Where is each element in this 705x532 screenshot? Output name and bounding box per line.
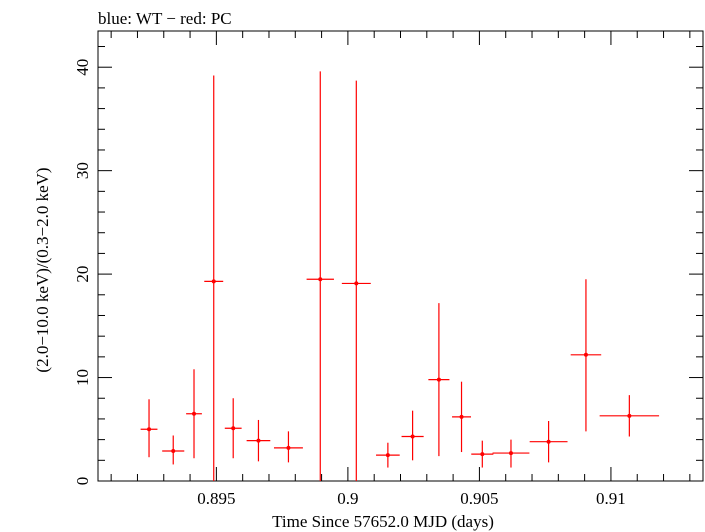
- data-marker: [318, 277, 323, 282]
- data-point: [492, 439, 530, 468]
- data-series: [140, 71, 660, 481]
- data-point: [376, 442, 400, 468]
- data-marker: [192, 411, 197, 416]
- y-tick-label: 30: [73, 162, 92, 179]
- y-tick-label: 0: [73, 477, 92, 486]
- data-point: [140, 399, 158, 458]
- data-point: [529, 421, 568, 463]
- data-marker: [480, 452, 485, 457]
- data-point: [186, 369, 202, 459]
- data-marker: [508, 451, 513, 456]
- x-axis-label: Time Since 57652.0 MJD (days): [272, 512, 494, 531]
- data-marker: [171, 449, 176, 453]
- data-marker: [436, 377, 441, 382]
- data-marker: [385, 453, 390, 458]
- data-point: [428, 303, 450, 457]
- data-point: [471, 440, 494, 468]
- data-point: [341, 80, 371, 481]
- data-point: [599, 395, 660, 437]
- data-marker: [627, 413, 632, 418]
- x-tick-label: 0.905: [460, 489, 498, 508]
- data-point: [204, 75, 224, 481]
- data-marker: [583, 352, 588, 357]
- y-axis: 0 10 20 30 40: [73, 46, 703, 486]
- data-marker: [286, 445, 291, 450]
- data-marker: [459, 414, 464, 419]
- data-point: [224, 398, 242, 459]
- data-point: [570, 279, 602, 432]
- data-point: [273, 431, 303, 463]
- y-axis-label: (2.0−10.0 keV)/(0.3−2.0 keV): [33, 167, 52, 372]
- chart-title: blue: WT − red: PC: [98, 9, 232, 28]
- data-marker: [231, 426, 236, 431]
- data-point: [452, 381, 471, 453]
- data-point: [306, 71, 334, 481]
- x-tick-label: 0.895: [197, 489, 235, 508]
- y-tick-label: 40: [73, 59, 92, 76]
- data-marker: [354, 281, 359, 286]
- data-marker: [410, 434, 415, 439]
- x-axis: 0.895 0.9 0.905 0.91: [110, 31, 691, 508]
- data-marker: [211, 279, 216, 284]
- x-tick-label: 0.9: [337, 489, 358, 508]
- data-point: [401, 410, 424, 461]
- y-tick-label: 20: [73, 266, 92, 283]
- data-marker: [546, 439, 551, 444]
- x-tick-label: 0.91: [596, 489, 626, 508]
- data-point: [162, 435, 185, 465]
- data-point: [246, 419, 271, 462]
- data-marker: [256, 438, 261, 443]
- data-marker: [147, 427, 152, 432]
- y-tick-label: 10: [73, 369, 92, 386]
